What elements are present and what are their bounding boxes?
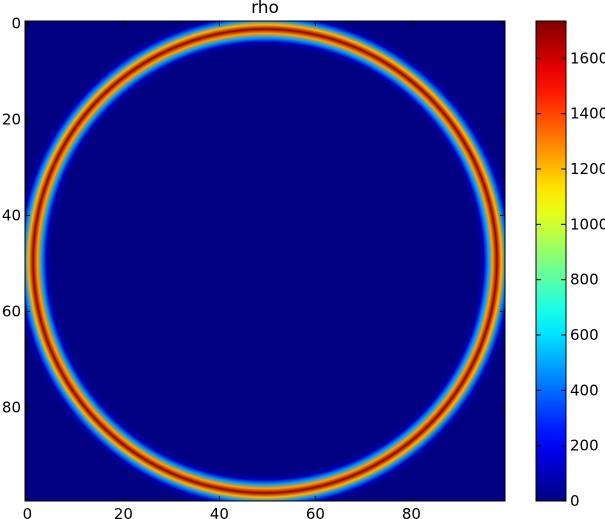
x-tick-label: 60 [306,505,325,519]
x-tick-label: 0 [23,505,33,519]
y-tick-label: 20 [2,110,21,128]
ring [25,21,505,501]
colorbar-tick-label: 200 [570,437,599,455]
colorbar-tick-label: 1600 [570,49,605,67]
colorbar-tick-label: 1000 [570,215,605,233]
chart-title: rho [251,0,279,18]
y-tick-label: 80 [2,398,21,416]
x-tick-label: 20 [114,505,133,519]
colorbar-tick-label: 1200 [570,160,605,178]
x-tick-label: 40 [210,505,229,519]
plot-frame [24,20,506,502]
colorbar-tick-label: 600 [570,326,599,344]
colorbar-tick-label: 400 [570,381,599,399]
x-tick-label: 80 [402,505,421,519]
y-tick-label: 40 [2,206,21,224]
colorbar-tick-label: 0 [570,492,580,510]
colorbar-tick-label: 800 [570,271,599,289]
colorbar-tick-label: 1400 [570,105,605,123]
y-tick-label: 60 [2,302,21,320]
y-tick-label: 0 [11,14,21,32]
colorbar [535,20,567,502]
